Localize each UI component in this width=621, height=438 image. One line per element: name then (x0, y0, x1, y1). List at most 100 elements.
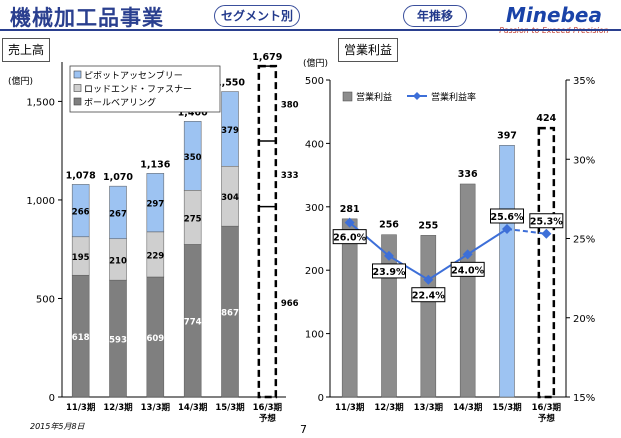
stacked-bar-segment (146, 173, 165, 233)
footer-date: 2015年5月8日 (30, 422, 85, 431)
forecast-bar-outline (537, 126, 556, 399)
segment-value-label: 304 (221, 193, 239, 203)
segment-value-label: 593 (109, 336, 127, 346)
y-tick-label: 1,000 (26, 196, 55, 207)
stacked-bar-segment (183, 121, 202, 191)
margin-value-label: 22.4% (412, 291, 445, 302)
margin-value-label: 24.0% (451, 265, 484, 276)
legend-swatch (73, 70, 82, 79)
segment-value-label: 966 (281, 299, 299, 309)
stacked-bar-segment (71, 184, 90, 238)
legend-label: ピボットアッセンブリー (84, 70, 183, 82)
brand-name: Minebea (506, 3, 602, 27)
margin-marker (502, 223, 512, 234)
x-tick-label: 13/3期 (414, 402, 444, 413)
y-tick-label: 0 (49, 393, 55, 404)
x-tick-label: 15/3期 (492, 402, 522, 413)
segment-value-label: 210 (109, 256, 127, 266)
segment-value-label: 774 (184, 318, 202, 328)
bar-value-label: 397 (497, 130, 517, 141)
margin-marker (423, 274, 434, 285)
margin-line-segment (506, 227, 547, 235)
legend-swatch (73, 84, 82, 92)
margin-value-label: 25.3% (530, 217, 563, 228)
bar-total-label: 1,136 (140, 159, 170, 170)
margin-line-segment (388, 255, 429, 281)
margin-line-segment (467, 228, 508, 256)
segment-value-label: 867 (221, 309, 239, 319)
legend-swatch (73, 97, 82, 106)
y-tick-label: 400 (305, 139, 324, 150)
segment-value-label: 267 (109, 209, 127, 219)
bar-total-label: 1,679 (252, 52, 282, 63)
segment-badge: セグメント別 (214, 5, 300, 27)
segment-value-label: 297 (146, 200, 164, 210)
segment-value-label: 229 (146, 251, 164, 261)
x-tick-label: 14/3期 (178, 402, 208, 413)
bar-total-label: 1,078 (66, 170, 96, 181)
forecast-label: 予想 (538, 413, 556, 424)
segment-value-label: 618 (72, 333, 90, 343)
y-tick-label: 0 (318, 393, 324, 404)
header-rule (0, 29, 621, 31)
segment-value-label: 333 (281, 171, 299, 181)
bar-total-label: 1,070 (103, 172, 133, 183)
page-number: 7 (300, 423, 307, 436)
y2-tick-label: 35% (573, 76, 595, 87)
stacked-bar-segment (109, 185, 127, 240)
margin-value-label: 26.0% (333, 233, 366, 244)
x-tick-label: 11/3期 (66, 402, 96, 413)
bar-value-label: 256 (379, 220, 399, 231)
margin-line-segment (427, 253, 469, 281)
forecast-bar-outline (257, 64, 278, 399)
legend-swatch (342, 91, 353, 102)
margin-marker (384, 250, 394, 261)
bar-total-label: 1,550 (215, 78, 245, 89)
y-axis-unit: (億円) (8, 75, 33, 87)
bar-value-label: 336 (458, 169, 478, 180)
y-axis-unit: (億円) (303, 57, 328, 69)
margin-marker (462, 249, 473, 260)
x-tick-label: 15/3期 (215, 402, 245, 413)
y2-tick-label: 30% (573, 155, 595, 166)
legend-label: 営業利益率 (431, 91, 476, 103)
stacked-bar-segment (221, 91, 239, 167)
segment-value-label: 380 (281, 101, 299, 111)
y2-tick-label: 20% (573, 314, 595, 325)
legend-label: ボールベアリング (84, 97, 156, 109)
x-tick-label: 16/3期 (253, 402, 283, 413)
segment-value-label: 379 (221, 126, 239, 136)
bar-value-label: 281 (340, 204, 360, 215)
y-tick-label: 200 (305, 266, 324, 277)
margin-label-box (372, 263, 406, 279)
margin-label-box (490, 208, 524, 224)
y-tick-label: 500 (305, 76, 324, 87)
y2-tick-label: 15% (573, 393, 595, 404)
profit-bar (420, 235, 437, 398)
x-tick-label: 12/3期 (103, 402, 133, 413)
x-tick-label: 12/3期 (374, 402, 404, 413)
margin-line-segment (349, 221, 390, 257)
profit-chart-title: 営業利益 (338, 38, 399, 62)
segment-value-label: 266 (72, 208, 90, 218)
margin-label-box (332, 229, 367, 245)
margin-value-label: 23.9% (373, 267, 406, 278)
year-trend-badge: 年推移 (403, 5, 467, 27)
margin-label-box (450, 261, 485, 277)
margin-marker (541, 228, 552, 239)
segment-value-label: 275 (184, 214, 202, 224)
legend-label: 営業利益 (356, 91, 392, 103)
x-tick-label: 16/3期 (532, 402, 562, 413)
forecast-label: 予想 (259, 413, 277, 424)
page-title: 機械加工品事業 (10, 6, 164, 30)
y-tick-label: 300 (305, 203, 324, 214)
margin-label-box (529, 213, 564, 229)
y-tick-label: 1,500 (26, 97, 55, 108)
bar-total-label: 1,400 (178, 107, 208, 118)
legend-marker (413, 92, 421, 100)
x-tick-label: 13/3期 (141, 402, 171, 413)
segment-value-label: 609 (146, 334, 164, 344)
margin-label-box (411, 287, 446, 303)
margin-value-label: 25.6% (491, 212, 524, 223)
